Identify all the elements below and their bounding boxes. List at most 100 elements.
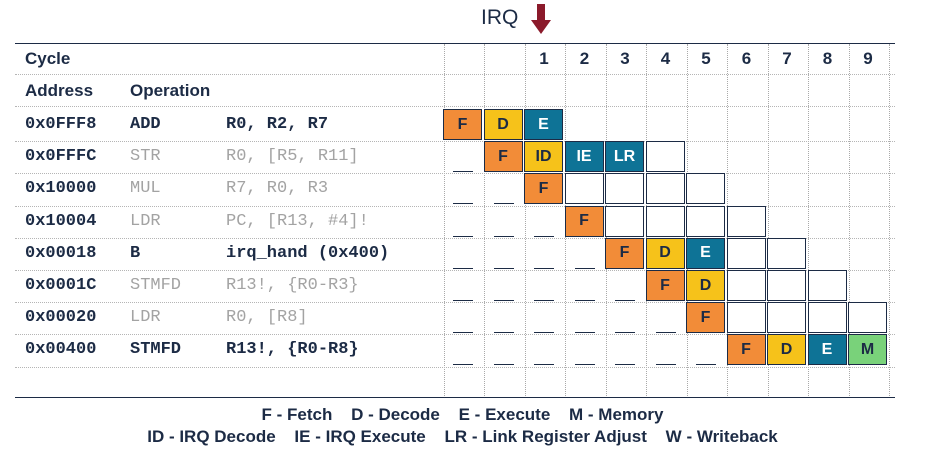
table-top-border <box>15 43 895 44</box>
stage-cell-empty <box>726 205 766 237</box>
cycle-label: 2 <box>579 49 590 68</box>
stage-cell-empty <box>605 205 644 237</box>
empty-slot-dash <box>453 267 473 269</box>
legend-fetch: F - Fetch <box>261 405 333 424</box>
empty-slot-dash <box>493 300 514 301</box>
stage-cell-d: D <box>483 109 523 140</box>
stage-cell-e: E <box>524 109 563 140</box>
row-mnemonic: STMFD <box>130 340 182 360</box>
empty-slot-dash <box>615 364 635 366</box>
empty-slot-dash <box>453 171 473 173</box>
empty-slot-dash <box>453 235 473 237</box>
legend-irq-decode: ID - IRQ Decode <box>147 427 276 446</box>
cycle-label: 8 <box>822 49 833 68</box>
empty-slot-dash <box>574 364 595 366</box>
stage-cell-empty <box>767 270 806 301</box>
stage-cell-d: D <box>767 334 806 366</box>
legend-execute: E - Execute <box>458 405 551 424</box>
row-operands: R13!, {R0-R3} <box>226 276 359 295</box>
stage-cell-empty <box>807 302 847 334</box>
empty-slot-dash <box>615 332 635 334</box>
empty-slot-dash <box>696 364 716 366</box>
legend-line-2: ID - IRQ Decode IE - IRQ Execute LR - Li… <box>0 427 925 447</box>
grid-vertical <box>808 44 809 396</box>
row-mnemonic: MUL <box>130 179 161 199</box>
row-mnemonic: ADD <box>130 115 161 134</box>
grid-horizontal <box>15 74 895 75</box>
cycle-header: Cycle <box>25 49 71 68</box>
legend-memory: M - Memory <box>569 405 664 424</box>
grid-horizontal <box>15 237 895 239</box>
row-address: 0x10000 <box>25 179 97 199</box>
empty-slot-dash <box>453 364 473 366</box>
cycle-label: 3 <box>620 49 630 68</box>
grid-vertical <box>484 44 485 396</box>
grid-horizontal <box>15 173 895 175</box>
stage-cell-empty <box>564 173 604 205</box>
row-address: 0x0001C <box>25 276 97 295</box>
row-address: 0x00020 <box>25 308 97 328</box>
empty-slot-dash <box>534 235 554 237</box>
stage-cell-e: E <box>686 237 725 269</box>
grid-vertical <box>848 44 850 396</box>
empty-slot-dash <box>534 332 554 334</box>
stage-cell-empty <box>645 205 685 237</box>
row-address: 0x00018 <box>25 243 97 263</box>
empty-slot-dash <box>574 300 595 301</box>
stage-cell-e: E <box>807 334 847 366</box>
stage-cell-f: F <box>605 237 644 269</box>
empty-slot-dash <box>615 300 635 301</box>
stage-cell-f: F <box>686 302 725 334</box>
cycle-label: 6 <box>741 49 752 68</box>
row-operands: R0, [R8] <box>226 308 308 328</box>
stage-cell-empty <box>645 173 685 205</box>
stage-cell-empty <box>605 173 644 205</box>
empty-slot-dash <box>453 332 473 334</box>
cycle-label: 5 <box>701 49 711 68</box>
cycle-label: 9 <box>863 49 873 68</box>
row-mnemonic: B <box>130 243 141 263</box>
stage-cell-ie: IE <box>564 141 604 173</box>
empty-slot-dash <box>534 267 554 269</box>
stage-cell-f: F <box>645 270 685 301</box>
grid-horizontal <box>15 141 895 143</box>
row-operands: R0, [R5, R11] <box>226 147 359 167</box>
stage-cell-empty <box>726 270 766 301</box>
grid-horizontal <box>15 270 895 271</box>
table-bottom-border <box>15 397 895 398</box>
irq-arrow-icon <box>531 4 551 34</box>
empty-slot-dash <box>574 267 595 269</box>
empty-slot-dash <box>655 332 676 334</box>
row-operands: R13!, {R0-R8} <box>226 340 359 360</box>
row-operands: PC, [R13, #4]! <box>226 211 369 231</box>
stage-cell-empty <box>726 237 766 269</box>
stage-cell-d: D <box>645 237 685 269</box>
empty-slot-dash <box>655 364 676 366</box>
legend-decode: D - Decode <box>351 405 440 424</box>
row-mnemonic: LDR <box>130 308 161 328</box>
legend-writeback: W - Writeback <box>665 427 778 446</box>
stage-cell-d: D <box>686 270 725 301</box>
row-address: 0x00400 <box>25 340 97 360</box>
row-operands: R0, R2, R7 <box>226 115 329 134</box>
stage-cell-f: F <box>443 109 482 140</box>
row-address: 0x0FFF8 <box>25 115 97 134</box>
grid-vertical <box>767 44 769 396</box>
empty-slot-dash <box>453 203 473 205</box>
row-mnemonic: STR <box>130 147 161 167</box>
legend-link-register-adjust: LR - Link Register Adjust <box>444 427 647 446</box>
empty-slot-dash <box>493 235 514 237</box>
cycle-label: 7 <box>782 49 792 68</box>
stage-cell-empty <box>686 205 725 237</box>
grid-horizontal <box>15 106 895 107</box>
stage-cell-id: ID <box>524 141 563 173</box>
row-operands: R7, R0, R3 <box>226 179 329 199</box>
empty-slot-dash <box>534 300 554 301</box>
stage-cell-empty <box>645 141 685 173</box>
stage-cell-empty <box>726 302 766 334</box>
empty-slot-dash <box>574 332 595 334</box>
row-mnemonic: STMFD <box>130 276 182 295</box>
empty-slot-dash <box>493 364 514 366</box>
row-operands: irq_hand (0x400) <box>226 243 390 263</box>
